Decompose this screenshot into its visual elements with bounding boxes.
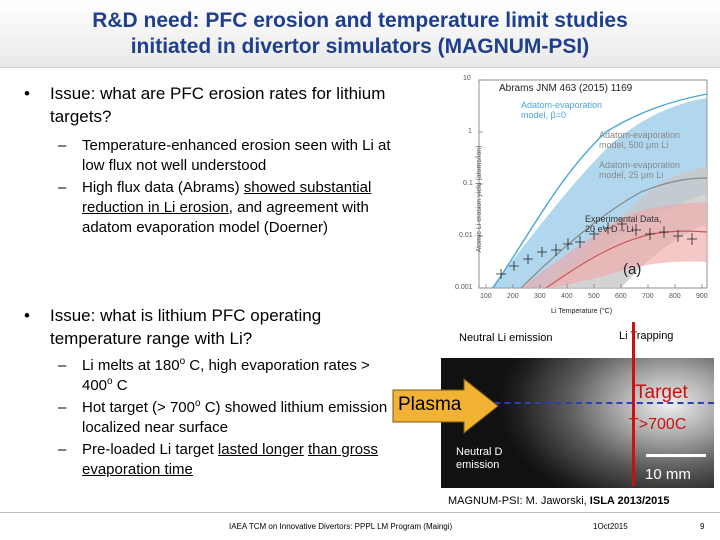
x-tick: 200 [507,293,519,300]
dash-marker: – [58,441,67,458]
plot-ticks [479,79,703,289]
plot-annotation: Experimental Data, [585,214,662,224]
erosion-yield-plot: Abrams JNM 463 (2015) 1169 Adatom-evapor… [451,74,715,320]
sub-text: Li melts at 180 [82,357,180,374]
plasma-arrow-shape [392,377,499,435]
x-tick: 100 [480,293,492,300]
slide-title: R&D need: PFC erosion and temperature li… [20,8,700,60]
x-tick: 500 [588,293,600,300]
plot-xlabel: Li Temperature (°C) [551,308,613,315]
sub-list-erosion: – Temperature-enhanced erosion seen with… [58,136,398,240]
target-label: Target [635,382,688,403]
sub-text-underlined: showed substantial reduction in Li erosi… [82,179,372,216]
caption-bold: ISLA 2013/2015 [589,495,670,507]
bullet-text: Issue: what are PFC erosion rates for li… [50,84,386,126]
target-surface-line [632,322,635,486]
dash-marker: – [58,179,67,196]
plasma-label: Plasma [398,394,462,415]
sub-text: C, high evaporation rates > 400 [82,357,370,394]
pink-band [521,202,707,288]
plot-annotation: model, β=0 [521,110,566,120]
blue-curve [492,93,708,289]
scale-bar [646,454,706,457]
x-tick: 600 [615,293,627,300]
plot-panel-label: (a) [623,261,642,278]
bullet-temperature: • Issue: what is lithium PFC operating t… [24,304,394,350]
neutral-li-label: Neutral Li emission [459,332,553,344]
footer-page-number: 9 [700,522,705,531]
sub-text-underlined: than gross evaporation time [82,441,379,478]
x-tick: 800 [669,293,681,300]
sub-text: Hot target (> 700 [82,399,195,416]
y-tick: 10 [463,75,471,82]
dash-marker: – [58,399,67,416]
grey-curve [520,177,708,289]
dash-marker: – [58,137,67,154]
x-tick: 300 [534,293,546,300]
y-tick: 0.1 [463,180,473,187]
title-line-2: initiated in divertor simulators (MAGNUM… [130,35,590,58]
superscript: o [107,376,113,387]
sub-item: – Temperature-enhanced erosion seen with… [58,136,398,176]
plot-svg [478,79,708,289]
bullet-text: Issue: what is lithium PFC operating tem… [50,306,322,348]
footer-divider [0,512,720,513]
axis-dashed-line [474,402,714,404]
footer-title: IAEA TCM on Innovative Divertors: PPPL L… [229,522,453,531]
plot-annotation: Adatom-evaporation [521,100,603,110]
sub-text: C [112,377,128,394]
caption-text: MAGNUM-PSI: M. Jaworski, [448,495,590,507]
dash-marker: – [58,357,67,374]
sub-item: – Li melts at 180o C, high evaporation r… [58,356,398,396]
sub-item: – Hot target (> 700o C) showed lithium e… [58,398,398,438]
neutral-d-line: Neutral D [456,446,503,458]
plot-ylabel: Atomic Li erosion yield (atoms/ion) [476,145,483,253]
x-tick: 700 [642,293,654,300]
li-trapping-label: Li Trapping [619,330,674,342]
sub-item: – High flux data (Abrams) showed substan… [58,178,398,238]
y-tick: 0.01 [459,232,473,239]
sub-text: High flux data (Abrams) [82,179,244,196]
target-temp-label: T>700C [629,416,687,433]
figure-caption: MAGNUM-PSI: M. Jaworski, ISLA 2013/2015 [448,494,670,508]
title-bar: R&D need: PFC erosion and temperature li… [0,0,720,68]
blue-band [491,98,707,288]
bullet-erosion: • Issue: what are PFC erosion rates for … [24,82,394,128]
experimental-data [496,218,697,279]
plasma-arrow: Plasma [392,377,500,435]
bullet-marker: • [24,84,30,103]
neutral-d-label: Neutral D emission [456,446,502,472]
scale-label: 10 mm [645,466,691,483]
title-line-1: R&D need: PFC erosion and temperature li… [92,9,628,32]
sub-text: C) showed lithium emission localized nea… [82,399,388,436]
sub-list-temperature: – Li melts at 180o C, high evaporation r… [58,356,398,482]
footer-date: 1Oct2015 [593,522,628,531]
superscript: o [179,356,186,367]
plot-citation: Abrams JNM 463 (2015) 1169 [499,83,633,94]
sub-text: Temperature-enhanced erosion seen with L… [82,137,391,174]
neutral-d-line: emission [456,459,500,471]
sub-text-underlined: lasted longer [217,441,304,458]
sub-item: – Pre-loaded Li target lasted longer tha… [58,440,398,480]
plot-annotation: model, 25 μm Li [599,170,664,180]
sub-text: , and agreement with adatom evaporation … [82,199,369,236]
x-tick: 900 [696,293,708,300]
y-tick: 1 [468,128,472,135]
x-tick: 400 [561,293,573,300]
plot-annotation: Adatom-evaporation [599,130,681,140]
bullet-marker: • [24,306,30,325]
sub-text: Pre-loaded Li target [82,441,218,458]
plot-annotation: model, 500 μm Li [599,140,669,150]
y-tick: 0.001 [455,284,473,291]
plot-annotation: Adatom-evaporation [599,160,681,170]
plot-annotation: 20 eV D→Li [585,224,634,234]
emission-top-band [441,320,714,358]
pink-curve [545,230,708,289]
superscript: o [194,398,201,409]
